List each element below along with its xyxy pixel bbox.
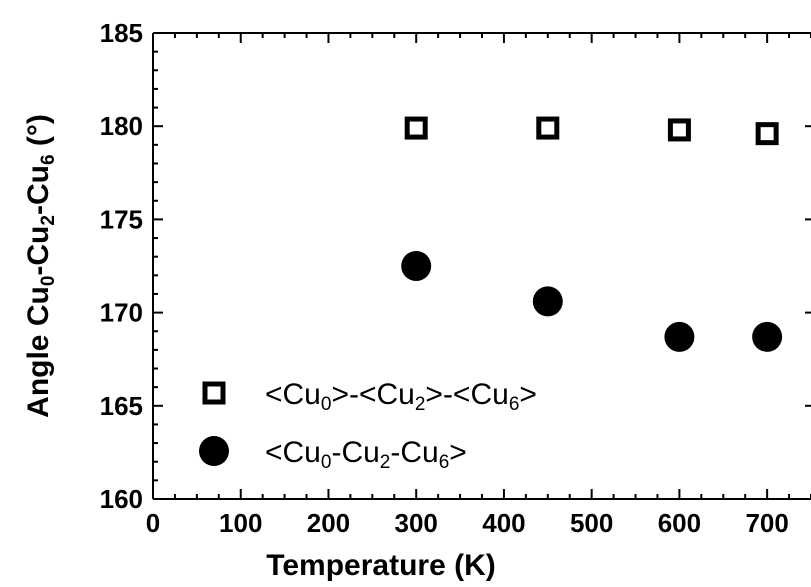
x-axis-label: Temperature (K): [266, 549, 495, 582]
x-tick-label: 200: [307, 508, 350, 538]
y-tick-label: 160: [100, 484, 143, 514]
x-tick-label: 0: [146, 508, 160, 538]
y-tick-label: 175: [100, 204, 143, 234]
x-tick-label: 700: [745, 508, 788, 538]
data-point-square: [667, 118, 691, 142]
x-tick-label: 300: [395, 508, 438, 538]
x-tick-label: 400: [482, 508, 525, 538]
y-tick-label: 185: [100, 18, 143, 48]
legend-label: <Cu0>-<Cu2>-<Cu6>: [265, 378, 537, 415]
legend-label: <Cu0-Cu2-Cu6>: [265, 436, 467, 473]
data-point-circle: [752, 321, 783, 352]
data-point-circle: [532, 286, 563, 317]
legend: <Cu0>-<Cu2>-<Cu6> <Cu0-Cu2-Cu6>: [199, 378, 537, 473]
data-point-square: [755, 122, 779, 146]
data-point-circle: [401, 251, 432, 281]
data-point-square: [536, 116, 560, 140]
x-tick-label: 500: [570, 508, 613, 538]
y-axis-label: Angle Cu0-Cu2-Cu6 (°): [22, 114, 59, 418]
legend-marker-circle: [199, 436, 229, 466]
data-point-square: [404, 116, 428, 140]
axis-ticks: [152, 32, 811, 500]
x-tick-label: 100: [219, 508, 262, 538]
legend-marker-square: [202, 381, 226, 405]
data-point-circle: [664, 321, 695, 352]
x-tick-label: 600: [658, 508, 701, 538]
plot-area: [152, 32, 811, 500]
y-tick-label: 165: [100, 391, 143, 421]
y-tick-label: 170: [100, 298, 143, 328]
tick-labels: 0 100 200 300 400 500 600 700 160 165 170 175 180 185: [100, 18, 789, 538]
y-tick-label: 180: [100, 111, 143, 141]
data-markers: [401, 116, 783, 352]
